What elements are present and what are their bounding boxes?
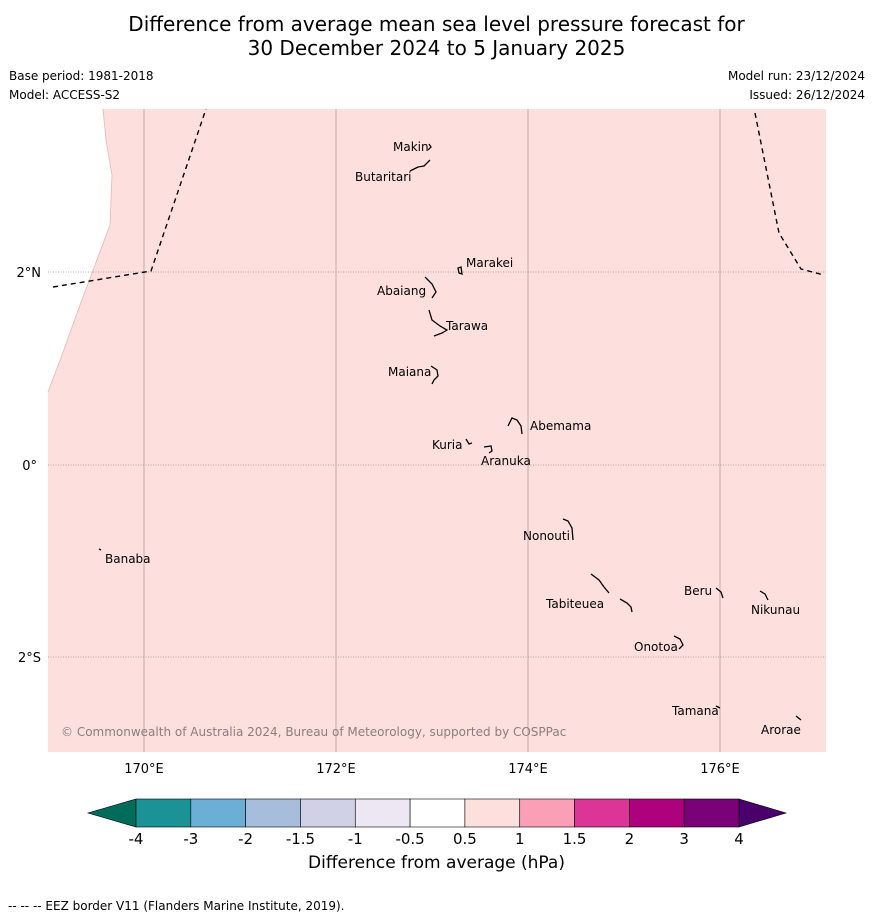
island-makin — [427, 143, 432, 151]
colorbar-swatch — [354, 798, 411, 828]
island-nonouti — [562, 518, 574, 541]
island-onotoa — [673, 635, 684, 650]
colorbar-tick-label: 1.5 — [563, 830, 587, 848]
colorbar-swatch — [245, 798, 301, 828]
colorbar-tick-label: -0.5 — [395, 830, 424, 848]
colorbar-label: Difference from average (hPa) — [308, 853, 565, 873]
island-tabiteuea-s — [619, 598, 633, 613]
lon-label: 176°E — [700, 762, 740, 777]
model-name: Model: ACCESS-S2 — [9, 88, 121, 102]
place-label: Maiana — [388, 365, 431, 379]
island-marakei — [457, 266, 463, 275]
lat-label: 0° — [22, 459, 37, 474]
place-label: Nikunau — [751, 603, 800, 617]
colorbar-under-arrow — [86, 798, 137, 828]
colorbar-tick-label: -4 — [129, 830, 144, 848]
colorbar-tick-label: 0.5 — [453, 830, 477, 848]
model-run: Model run: 23/12/2024 — [727, 69, 865, 83]
eez-footnote: -- -- -- EEZ border V11 (Flanders Marine… — [8, 899, 345, 913]
lon-label: 170°E — [124, 762, 164, 777]
place-label: Tabiteuea — [545, 597, 604, 611]
eez-border — [52, 108, 825, 288]
colorbar-swatch — [190, 798, 246, 828]
colorbar-tick-label: -2 — [238, 830, 253, 848]
island-butaritari — [409, 159, 431, 172]
colorbar-swatch — [629, 798, 685, 828]
colorbar-tick-label: 3 — [679, 830, 689, 848]
island-tabiteuea-n — [590, 573, 610, 594]
island-abaiang — [424, 276, 437, 299]
island-nikunau — [759, 590, 769, 601]
colorbar-swatch — [464, 798, 521, 828]
place-label: Aranuka — [481, 454, 531, 468]
place-label: Banaba — [105, 552, 151, 566]
latitude-labels: 2°N 0° 2°S — [17, 266, 42, 666]
place-label: Nonouti — [523, 529, 570, 543]
place-label: Abaiang — [377, 284, 426, 298]
meta-right: Model run: 23/12/2024 Issued: 26/12/2024 — [728, 67, 865, 105]
copyright-notice: © Commonwealth of Australia 2024, Bureau… — [61, 725, 566, 739]
colorbar-tick-label: 4 — [734, 830, 744, 848]
longitude-labels: 170°E 172°E 174°E 176°E — [124, 762, 740, 777]
issued-date: Issued: 26/12/2024 — [749, 88, 865, 102]
islands — [98, 143, 802, 721]
place-label: Arorae — [761, 723, 801, 737]
island-kuria — [465, 438, 473, 445]
title-line-2: 30 December 2024 to 5 January 2025 — [247, 36, 626, 60]
colorbar-swatch — [300, 798, 356, 828]
island-tamana — [715, 705, 721, 709]
anomaly-fill — [48, 109, 826, 752]
colorbar-swatch — [135, 798, 192, 828]
colorbar-swatch — [574, 798, 630, 828]
island-aranuka — [483, 445, 493, 454]
lat-label: 2°N — [17, 266, 42, 281]
place-label: Tamana — [671, 704, 719, 718]
no-data-region — [48, 109, 112, 392]
colorbar-tick-label: -3 — [183, 830, 198, 848]
colorbar-tick-label: -1 — [348, 830, 363, 848]
place-label: Abemama — [530, 419, 591, 433]
island-maiana — [430, 365, 439, 385]
place-labels: Makin Butaritari Marakei Abaiang Tarawa … — [105, 140, 801, 737]
place-label: Marakei — [466, 256, 513, 270]
lon-label: 174°E — [508, 762, 548, 777]
colorbar-tick-label: 1 — [515, 830, 525, 848]
island-banaba — [98, 548, 102, 551]
parallels — [48, 271, 826, 658]
place-label: Tarawa — [445, 319, 488, 333]
colorbar-tick-label: 2 — [625, 830, 635, 848]
colorbar: -4 -3 -2 -1.5 -1 -0.5 0.5 1 1.5 2 3 4 — [86, 798, 788, 848]
no-data-edge — [47, 108, 113, 393]
colorbar-tick-label: -1.5 — [286, 830, 315, 848]
place-label: Butaritari — [355, 170, 412, 184]
place-label: Kuria — [432, 438, 463, 452]
colorbar-swatch — [683, 798, 740, 828]
colorbar-swatch — [519, 798, 575, 828]
island-arorae — [795, 715, 802, 721]
meta-left: Base period: 1981-2018 Model: ACCESS-S2 — [9, 67, 154, 105]
colorbar-over-arrow — [738, 798, 788, 828]
place-label: Beru — [684, 584, 712, 598]
lon-label: 172°E — [316, 762, 356, 777]
place-label: Makin — [393, 140, 429, 154]
title-line-1: Difference from average mean sea level p… — [128, 12, 745, 36]
island-abemama — [507, 417, 523, 435]
base-period: Base period: 1981-2018 — [9, 69, 154, 83]
place-label: Onotoa — [634, 640, 678, 654]
island-beru — [715, 587, 724, 599]
lat-label: 2°S — [18, 651, 41, 666]
meridians — [143, 109, 721, 752]
chart-title: Difference from average mean sea level p… — [0, 12, 873, 60]
colorbar-swatch — [409, 798, 466, 828]
island-tarawa — [428, 309, 449, 337]
